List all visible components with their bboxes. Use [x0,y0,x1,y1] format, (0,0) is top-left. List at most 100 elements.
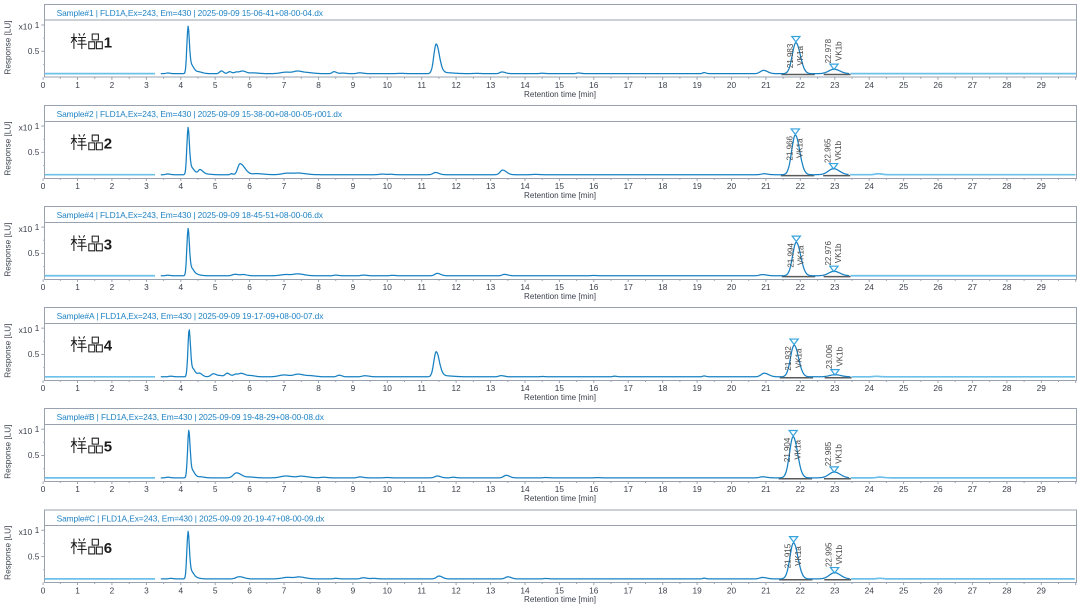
svg-text:17: 17 [624,585,634,595]
svg-text:11: 11 [417,282,426,292]
svg-text:VK1a: VK1a [796,138,805,158]
svg-text:5: 5 [213,282,218,292]
svg-text:20: 20 [727,181,737,191]
svg-text:VK1a: VK1a [797,245,806,265]
svg-text:1: 1 [75,282,80,292]
svg-text:2: 2 [104,136,112,153]
svg-text:22.965: 22.965 [824,138,833,163]
svg-text:29: 29 [1037,585,1047,595]
svg-text:8: 8 [316,585,321,595]
svg-text:5: 5 [213,181,218,191]
svg-text:3: 3 [144,484,149,494]
svg-text:10: 10 [383,181,393,191]
svg-text:VK1b: VK1b [834,140,843,160]
svg-text:1: 1 [75,585,80,595]
svg-text:21.994: 21.994 [786,243,795,268]
svg-text:12: 12 [451,181,461,191]
svg-text:12: 12 [451,585,461,595]
svg-text:2: 2 [110,181,115,191]
svg-text:14: 14 [520,181,530,191]
svg-text:28: 28 [1002,181,1012,191]
svg-text:18: 18 [658,383,668,393]
svg-text:10: 10 [383,80,393,90]
svg-text:23: 23 [830,484,840,494]
svg-text:x10: x10 [19,22,33,32]
svg-text:8: 8 [316,383,321,393]
svg-text:8: 8 [316,282,321,292]
svg-text:16: 16 [589,80,599,90]
svg-text:7: 7 [282,181,287,191]
svg-text:Retention time [min]: Retention time [min] [524,292,596,301]
svg-text:26: 26 [933,484,943,494]
svg-text:27: 27 [968,181,978,191]
svg-text:20: 20 [727,383,737,393]
svg-text:0: 0 [41,80,46,90]
svg-text:5: 5 [213,80,218,90]
svg-text:Sample#B | FLD1A,Ex=243, Em=43: Sample#B | FLD1A,Ex=243, Em=430 | 2025-0… [57,412,325,422]
svg-text:5: 5 [213,484,218,494]
svg-text:13: 13 [486,181,496,191]
svg-text:23: 23 [830,383,840,393]
svg-text:10: 10 [383,484,393,494]
svg-text:19: 19 [692,484,702,494]
svg-text:9: 9 [351,181,356,191]
svg-text:12: 12 [451,383,461,393]
svg-text:19: 19 [692,181,702,191]
svg-text:25: 25 [899,484,909,494]
svg-text:VK1b: VK1b [835,444,844,464]
svg-text:4: 4 [178,282,183,292]
svg-text:5: 5 [213,383,218,393]
svg-text:22: 22 [796,181,806,191]
svg-text:22: 22 [796,383,806,393]
svg-text:23: 23 [830,282,840,292]
svg-text:13: 13 [486,282,496,292]
svg-text:18: 18 [658,181,668,191]
svg-text:Sample#1 | FLD1A,Ex=243, Em=43: Sample#1 | FLD1A,Ex=243, Em=430 | 2025-0… [57,8,324,18]
svg-text:6: 6 [247,484,252,494]
svg-text:28: 28 [1002,484,1012,494]
svg-text:13: 13 [486,80,496,90]
svg-text:16: 16 [589,585,599,595]
svg-text:4: 4 [178,383,183,393]
svg-text:3: 3 [144,181,149,191]
svg-text:7: 7 [282,80,287,90]
svg-text:22.978: 22.978 [824,38,833,63]
svg-text:7: 7 [282,585,287,595]
svg-text:15: 15 [555,80,565,90]
svg-text:24: 24 [865,383,875,393]
svg-text:0.5: 0.5 [28,249,40,258]
svg-text:2: 2 [110,80,115,90]
svg-text:19: 19 [692,585,702,595]
svg-text:28: 28 [1002,282,1012,292]
svg-text:27: 27 [968,383,978,393]
svg-text:21: 21 [761,181,771,191]
svg-text:16: 16 [589,383,599,393]
svg-text:15: 15 [555,383,565,393]
svg-text:16: 16 [589,181,599,191]
svg-text:21: 21 [761,80,771,90]
svg-text:14: 14 [520,484,530,494]
svg-text:2: 2 [110,383,115,393]
svg-text:VK1a: VK1a [794,348,803,368]
svg-text:21: 21 [761,585,771,595]
svg-text:Retention time [min]: Retention time [min] [524,595,596,604]
svg-text:x10: x10 [19,123,33,133]
svg-text:12: 12 [451,282,461,292]
svg-text:2: 2 [110,484,115,494]
svg-text:12: 12 [451,484,461,494]
svg-text:17: 17 [624,181,634,191]
svg-text:x10: x10 [19,527,33,537]
svg-text:Sample#2 | FLD1A,Ex=243, Em=43: Sample#2 | FLD1A,Ex=243, Em=430 | 2025-0… [57,109,343,119]
svg-text:10: 10 [383,383,393,393]
svg-text:18: 18 [658,484,668,494]
svg-text:13: 13 [486,585,496,595]
svg-text:4: 4 [178,484,183,494]
svg-text:4: 4 [178,181,183,191]
svg-text:6: 6 [247,80,252,90]
svg-text:21.904: 21.904 [783,437,792,462]
svg-text:6: 6 [247,181,252,191]
svg-text:29: 29 [1037,80,1047,90]
svg-text:1: 1 [35,526,40,535]
svg-text:21.932: 21.932 [784,346,793,371]
svg-text:1: 1 [35,223,40,232]
